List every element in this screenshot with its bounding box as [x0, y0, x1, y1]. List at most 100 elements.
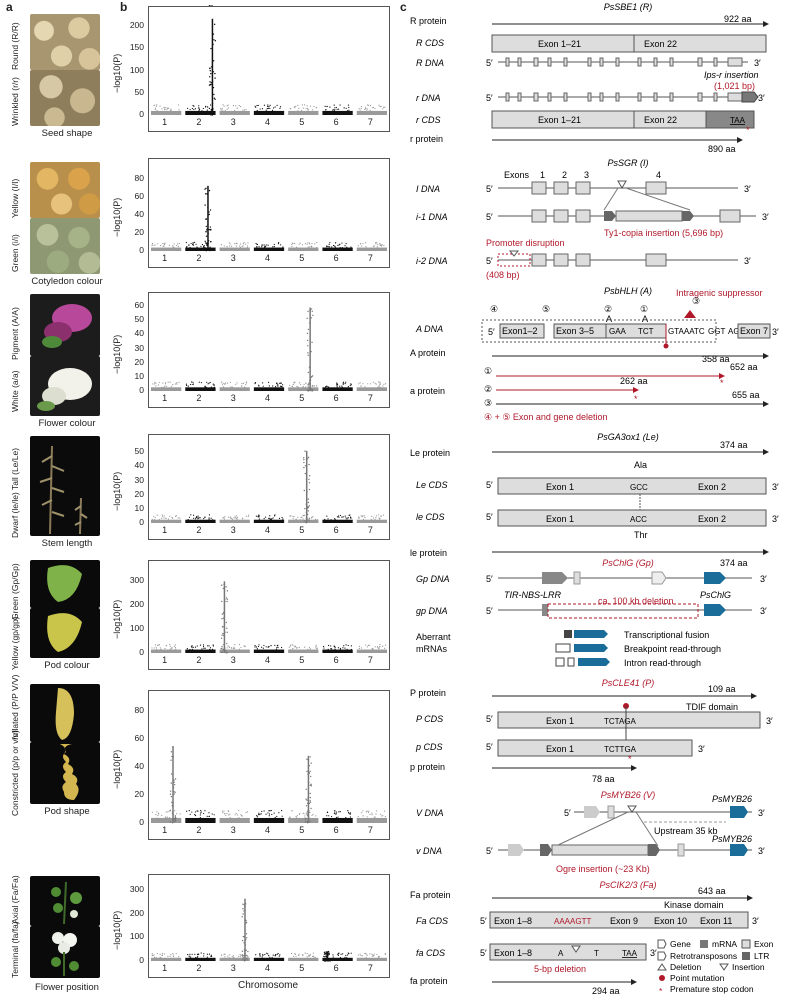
snp-point [274, 386, 277, 388]
snp-point [279, 954, 281, 956]
snp-point [226, 246, 228, 248]
y-tick-label: 30 [134, 474, 144, 485]
snp-point [185, 241, 187, 244]
snp-point [377, 955, 380, 958]
snp-point [213, 384, 215, 386]
svg-text:3′: 3′ [744, 256, 751, 266]
snp-point [295, 815, 297, 817]
snp-point [339, 246, 341, 249]
snp-point [272, 954, 274, 956]
snp-point [195, 518, 197, 520]
snp-point [204, 810, 206, 812]
pod-constricted-photo [30, 742, 100, 804]
fa-ex9: Exon 9 [610, 916, 638, 926]
snp-point [292, 383, 294, 386]
snp-point [342, 381, 345, 383]
snp-point [328, 243, 330, 245]
chromosome-tick-label: 1 [162, 825, 168, 835]
snp-point [198, 381, 200, 383]
snp-point [374, 382, 376, 384]
snp-point [359, 953, 361, 955]
snp-point [339, 385, 341, 387]
chromosome-tick-label: 7 [367, 825, 373, 835]
snp-point [306, 952, 308, 955]
p-prot2-label: p protein [410, 762, 445, 772]
snp-point [372, 955, 374, 958]
snp-point [301, 244, 304, 246]
svg-text:5′: 5′ [486, 212, 493, 222]
snp-point [254, 646, 256, 648]
snp-point [175, 648, 177, 650]
cotyledon-bottom-label: Green (i/i) [10, 234, 20, 272]
snp-point [222, 104, 224, 106]
snp-point [298, 646, 300, 649]
snp-point [202, 645, 205, 647]
snp-point [267, 104, 269, 106]
snp-point [326, 385, 328, 387]
snp-point [170, 108, 172, 110]
snp-point [208, 645, 210, 647]
snp-point [293, 516, 295, 518]
snp-point [229, 813, 231, 815]
snp-point [195, 516, 198, 518]
snp-point [153, 519, 156, 521]
snp-point [264, 953, 266, 956]
snp-point [261, 646, 263, 648]
flower-photo-white [30, 356, 100, 416]
snp-point [186, 647, 188, 650]
snp-point [258, 814, 260, 816]
gp-section: PsChlG (Gp) Gp DNA 5′ 3′ TIR-NBS-LRR PsCh… [416, 558, 767, 668]
snp-point [256, 814, 258, 817]
snp-point [332, 244, 335, 247]
snp-point [306, 105, 308, 107]
snp-point [263, 810, 265, 812]
snp-point [196, 956, 198, 959]
snp-point [272, 517, 274, 519]
snp-point [188, 244, 190, 246]
snp-point [324, 386, 327, 388]
le-acc: ACC [630, 515, 647, 524]
snp-point [200, 245, 202, 247]
snp-point [339, 647, 342, 650]
snp-point [366, 816, 368, 818]
snp-point [300, 109, 303, 112]
snp-point [364, 516, 366, 519]
snp-point [269, 956, 271, 958]
snp-point [159, 244, 162, 247]
snp-point [379, 517, 381, 520]
manhattan-svg [151, 307, 387, 392]
snp-point [154, 108, 156, 111]
snp-point [339, 104, 341, 106]
snp-point [270, 518, 273, 521]
snp-point [156, 952, 158, 955]
snp-point [325, 109, 327, 111]
snp-point [360, 107, 362, 110]
snp-point [369, 109, 371, 111]
r-len: 922 aa [724, 14, 752, 24]
snp-point [362, 810, 364, 812]
snp-point [360, 647, 363, 649]
snp-point [210, 386, 212, 388]
snp-point [334, 646, 336, 649]
a-len: 652 aa [730, 362, 758, 372]
y-axis-label: −log10(P) [112, 471, 122, 511]
panel-label-c: c [400, 0, 407, 14]
snp-point [203, 244, 205, 247]
seed-bottom-label: Wrinkled (r/r) [10, 77, 20, 126]
rr-taa: TAA [730, 116, 746, 125]
r-gene-title: PsSBE1 (R) [604, 2, 653, 12]
y-tick-label: 0 [139, 955, 144, 965]
gp-chlg: PsChlG [700, 590, 731, 600]
snp-point [268, 385, 270, 387]
snp-point [226, 108, 228, 110]
snp-point [302, 107, 304, 109]
snp-point [332, 110, 334, 112]
snp-point [245, 515, 247, 517]
snp-point [223, 812, 226, 815]
snp-point [367, 644, 370, 646]
snp-point [308, 955, 310, 958]
snp-point [330, 645, 332, 647]
y-tick-label: 80 [134, 705, 144, 715]
gp-f1: Transcriptional fusion [624, 630, 709, 640]
snp-point [267, 244, 269, 246]
